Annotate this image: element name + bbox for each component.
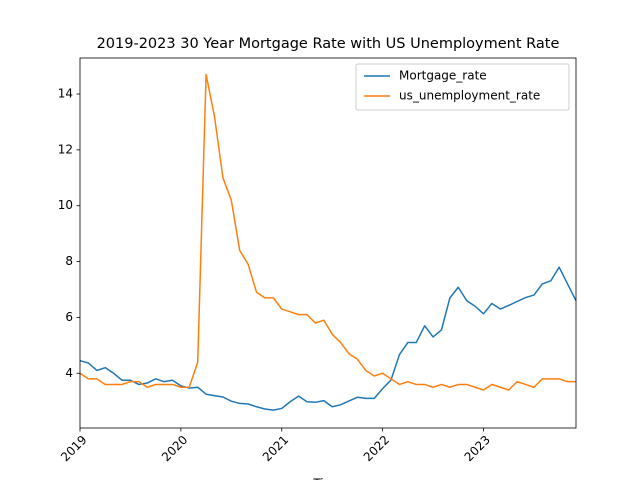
- x-axis-label: Time: [312, 477, 342, 480]
- data-line: [79, 73, 576, 391]
- chart-title: 2019-2023 30 Year Mortgage Rate with US …: [97, 36, 560, 52]
- legend-label: Mortgage_rate: [399, 69, 487, 83]
- plot-frame: [79, 57, 577, 429]
- y-tick-label: 6: [65, 310, 73, 324]
- y-tick-label: 12: [58, 142, 73, 156]
- x-tick-label: 2023: [462, 433, 493, 464]
- x-tick-label: 2021: [260, 433, 291, 464]
- data-line: [79, 266, 577, 411]
- x-tick-label: 2020: [159, 433, 190, 464]
- x-tick-label: 2022: [361, 433, 392, 464]
- x-tick-label: 2019: [58, 433, 89, 464]
- y-tick-label: 10: [58, 198, 73, 212]
- y-tick-label: 4: [65, 366, 73, 380]
- legend-box: [355, 63, 570, 111]
- legend-label: us_unemployment_rate: [399, 89, 540, 103]
- y-tick-label: 14: [58, 87, 73, 101]
- y-tick-label: 8: [65, 254, 73, 268]
